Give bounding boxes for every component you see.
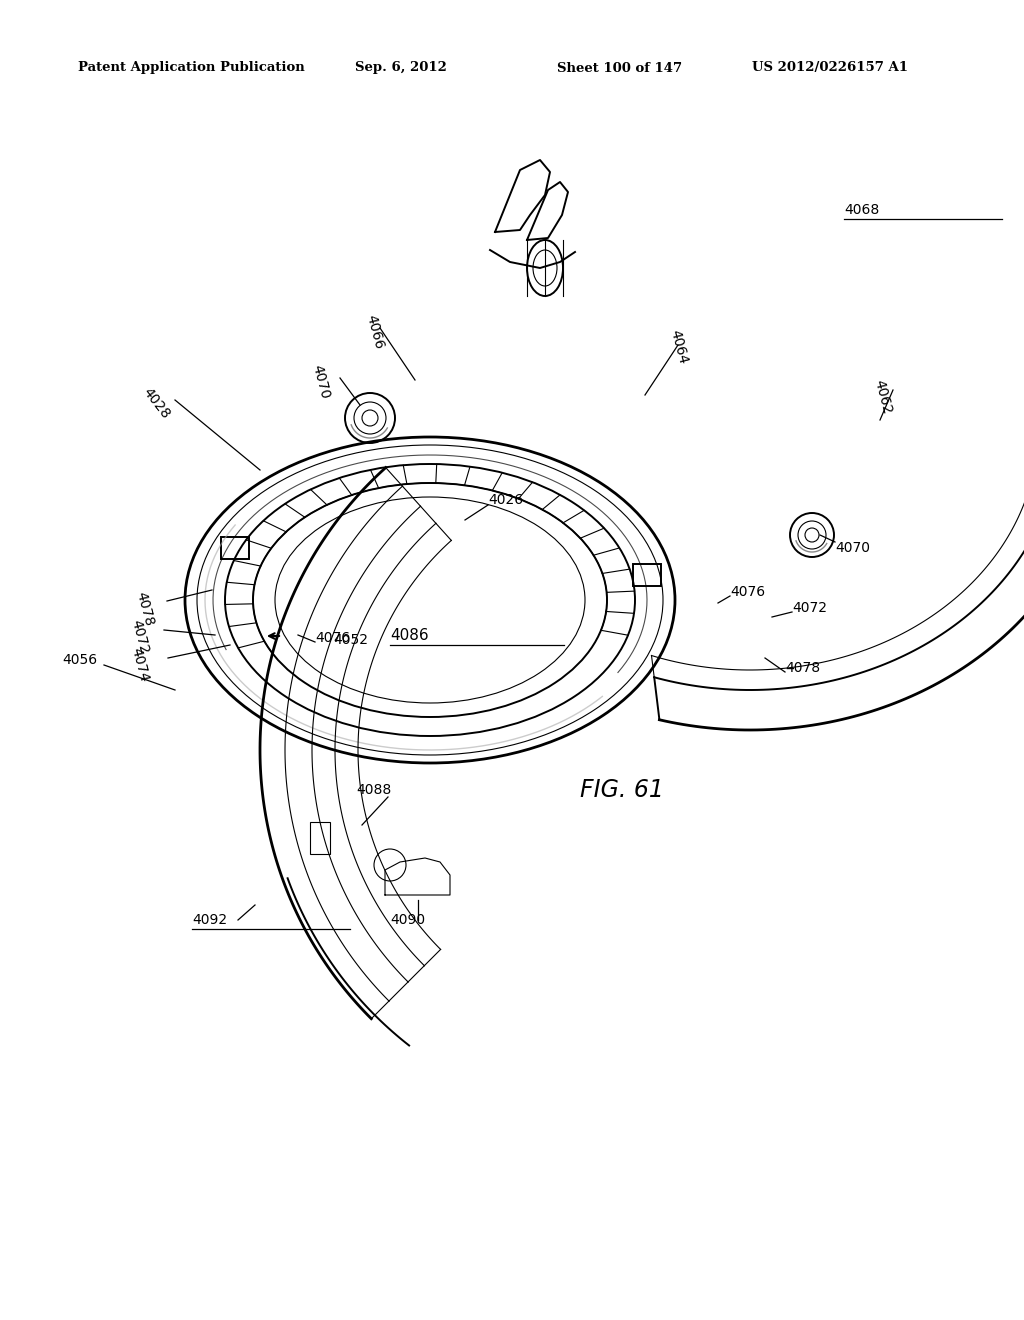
Bar	[633, 564, 660, 586]
Text: Patent Application Publication: Patent Application Publication	[78, 62, 305, 74]
Text: Sheet 100 of 147: Sheet 100 of 147	[557, 62, 682, 74]
Text: 4056: 4056	[62, 653, 97, 667]
Text: 4090: 4090	[390, 913, 425, 927]
Text: 4072: 4072	[128, 618, 151, 656]
Text: 4074: 4074	[128, 647, 151, 684]
Text: 4076: 4076	[315, 631, 350, 645]
Text: 4028: 4028	[139, 385, 172, 422]
Text: 4070: 4070	[835, 541, 870, 554]
Text: US 2012/0226157 A1: US 2012/0226157 A1	[752, 62, 908, 74]
Bar	[221, 536, 249, 558]
Text: 4078: 4078	[133, 590, 156, 628]
Text: 4076: 4076	[730, 585, 765, 599]
Text: 4068: 4068	[844, 203, 880, 216]
Text: 4062: 4062	[871, 379, 894, 416]
Text: Sep. 6, 2012: Sep. 6, 2012	[355, 62, 446, 74]
Text: 4070: 4070	[309, 363, 332, 400]
Text: FIG. 61: FIG. 61	[580, 777, 664, 803]
Text: 4092: 4092	[193, 913, 227, 927]
Text: 4088: 4088	[356, 783, 391, 797]
Text: 4064: 4064	[668, 329, 690, 366]
Bar	[310, 822, 330, 854]
Text: 4026: 4026	[488, 492, 523, 507]
Text: 4066: 4066	[364, 313, 386, 351]
Text: 4086: 4086	[390, 627, 429, 643]
Text: 4078: 4078	[785, 661, 820, 675]
Text: 4052: 4052	[333, 634, 368, 647]
Text: 4072: 4072	[792, 601, 827, 615]
